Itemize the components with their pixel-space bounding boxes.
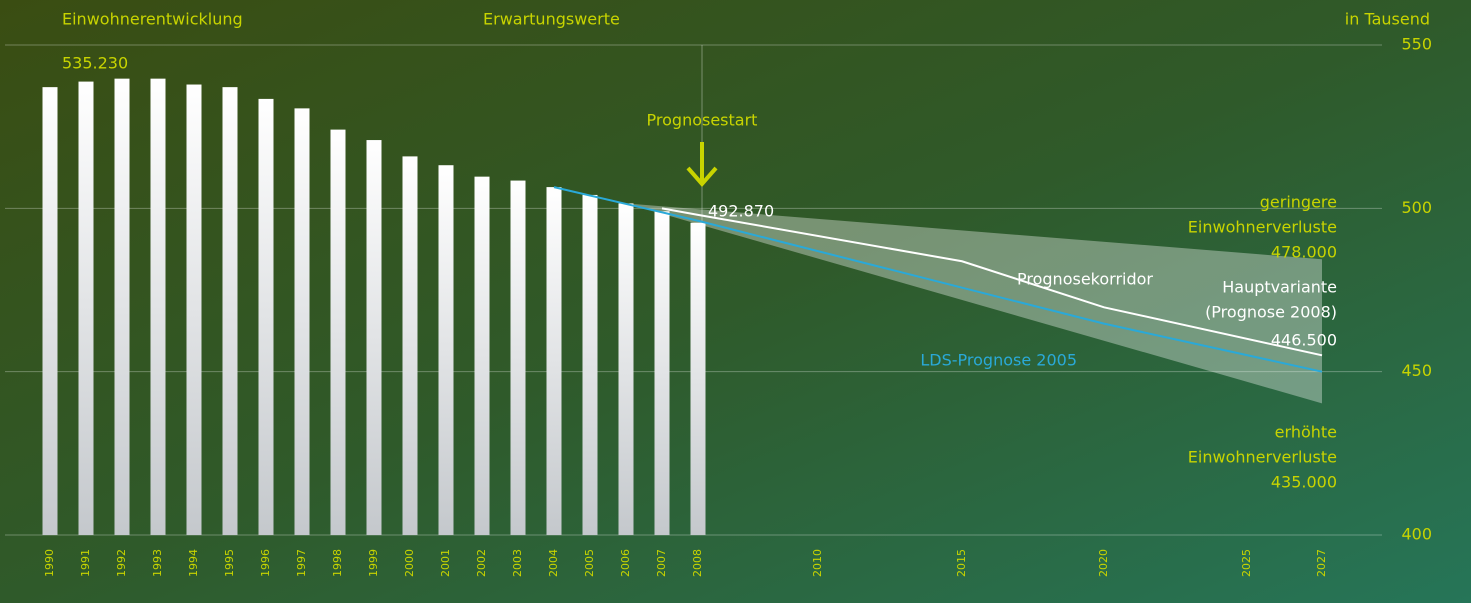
y-tick-label: 550 — [1401, 35, 1432, 54]
forecast-line — [553, 186, 1323, 373]
x-tick-label: 1995 — [223, 549, 236, 577]
x-tick-label: 2007 — [655, 549, 668, 577]
x-tick-label: 2015 — [955, 549, 968, 577]
header-center: Erwartungswerte — [483, 10, 620, 29]
annotation: geringere — [1260, 193, 1337, 212]
bar — [654, 211, 670, 536]
y-tick-label: 450 — [1401, 361, 1432, 380]
bar — [186, 84, 202, 535]
bar — [330, 129, 346, 535]
bar — [78, 81, 94, 535]
y-tick-label: 400 — [1401, 525, 1432, 544]
header-left: Einwohnerentwicklung — [62, 10, 243, 29]
x-tick-label: 1997 — [295, 549, 308, 577]
bar — [510, 180, 526, 536]
annotation: Prognosestart — [647, 111, 758, 130]
bar — [258, 98, 274, 536]
y-unit: in Tausend — [1345, 10, 1430, 29]
x-tick-label: 1991 — [79, 549, 92, 577]
x-tick-label: 1998 — [331, 549, 344, 577]
x-tick-label: 1993 — [151, 549, 164, 577]
bar — [618, 203, 634, 535]
series-label: LDS-Prognose 2005 — [920, 351, 1077, 370]
forecast-line — [661, 207, 1323, 357]
x-tick-label: 2003 — [511, 549, 524, 577]
bar — [582, 194, 598, 535]
forecast-corridor — [626, 203, 1322, 404]
bar — [402, 156, 418, 536]
bar — [294, 108, 310, 535]
y-tick-label: 500 — [1401, 198, 1432, 217]
annotation: Prognosekorridor — [1017, 270, 1153, 289]
x-tick-label: 1990 — [43, 549, 56, 577]
x-tick-label: 2004 — [547, 549, 560, 577]
bar — [690, 222, 706, 535]
x-tick-label: 2005 — [583, 549, 596, 577]
annotation: Einwohnerverluste — [1188, 448, 1337, 467]
bar — [438, 165, 454, 536]
annotation: 435.000 — [1271, 473, 1337, 492]
series-label: Hauptvariante — [1222, 278, 1337, 297]
bar — [42, 87, 58, 535]
x-tick-label: 2027 — [1315, 549, 1328, 577]
x-tick-label: 2001 — [439, 549, 452, 577]
x-tick-label: 2000 — [403, 549, 416, 577]
bar — [222, 87, 238, 535]
annotation: 446.500 — [1271, 331, 1337, 350]
x-tick-label: 1999 — [367, 549, 380, 577]
bar — [114, 78, 130, 535]
x-tick-label: 2010 — [811, 549, 824, 577]
annotation: (Prognose 2008) — [1205, 303, 1337, 322]
annotation: 535.230 — [62, 54, 128, 73]
annotation: 478.000 — [1271, 243, 1337, 262]
x-tick-label: 2006 — [619, 549, 632, 577]
x-tick-label: 2002 — [475, 549, 488, 577]
x-tick-label: 1992 — [115, 549, 128, 577]
x-tick-label: 2020 — [1097, 549, 1110, 577]
x-tick-label: 2025 — [1240, 549, 1253, 577]
annotation: 492.870 — [708, 202, 774, 221]
bar — [546, 187, 562, 535]
x-tick-label: 2008 — [691, 549, 704, 577]
x-tick-label: 1996 — [259, 549, 272, 577]
forecast-arrow — [686, 142, 718, 188]
annotation: Einwohnerverluste — [1188, 218, 1337, 237]
x-tick-label: 1994 — [187, 549, 200, 577]
bar — [366, 140, 382, 535]
bar — [474, 176, 490, 535]
annotation: erhöhte — [1275, 423, 1337, 442]
bar — [150, 78, 166, 535]
